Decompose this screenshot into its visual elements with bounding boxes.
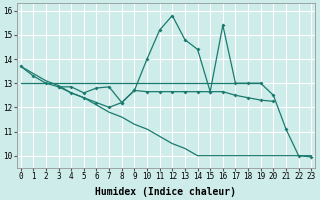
X-axis label: Humidex (Indice chaleur): Humidex (Indice chaleur) — [95, 186, 236, 197]
